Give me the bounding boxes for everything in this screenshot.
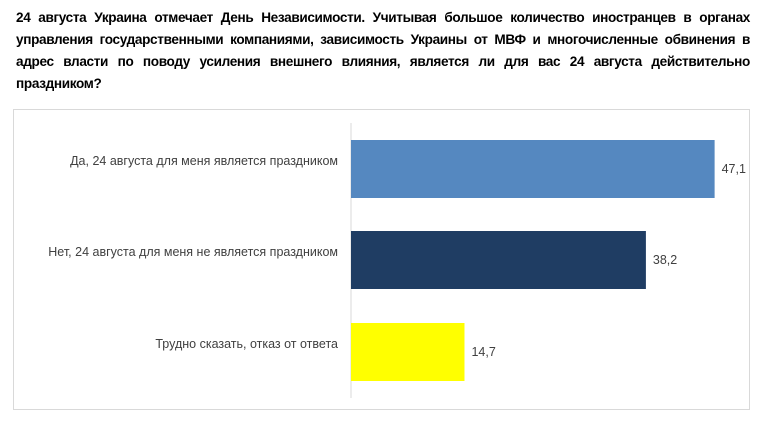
chart-area — [13, 109, 750, 410]
bar-2 — [351, 231, 646, 289]
value-label: 38,2 — [653, 253, 677, 267]
chart-title: 24 августа Украина отмечает День Независ… — [16, 10, 750, 91]
value-label: 47,1 — [722, 162, 746, 176]
category-label: Трудно сказать, отказ от ответа — [155, 337, 338, 351]
category-label: Нет, 24 августа для меня не является пра… — [48, 245, 338, 259]
bar-3 — [351, 323, 465, 381]
bar-1 — [351, 140, 715, 198]
category-label: Да, 24 августа для меня является праздни… — [70, 154, 338, 168]
value-label: 14,7 — [471, 345, 495, 359]
